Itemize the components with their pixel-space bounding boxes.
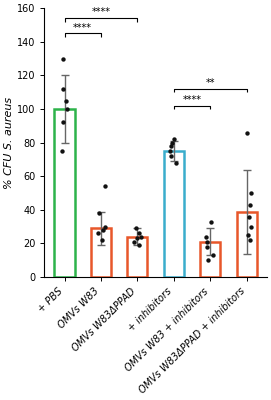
Point — [103, 224, 107, 230]
Point — [170, 140, 175, 146]
Point — [103, 183, 107, 190]
Point — [169, 153, 173, 159]
Point — [137, 230, 141, 237]
Bar — [54, 109, 75, 277]
Text: ****: **** — [73, 22, 92, 32]
Point — [101, 227, 105, 233]
Text: **: ** — [206, 78, 215, 88]
Point — [100, 237, 104, 243]
Point — [64, 98, 68, 104]
Point — [134, 225, 138, 232]
Point — [247, 214, 251, 220]
Point — [248, 237, 252, 243]
Point — [61, 86, 66, 92]
Point — [211, 252, 215, 258]
Point — [169, 143, 173, 149]
Point — [137, 242, 141, 248]
Text: ****: **** — [183, 95, 202, 105]
Text: ****: **** — [92, 8, 111, 18]
Point — [60, 148, 64, 154]
Point — [174, 160, 178, 166]
Point — [249, 224, 253, 230]
Y-axis label: % CFU S. aureus: % CFU S. aureus — [4, 96, 14, 189]
Bar — [237, 212, 257, 277]
Point — [168, 148, 172, 154]
Point — [139, 234, 143, 240]
Point — [246, 232, 250, 238]
Point — [65, 106, 69, 112]
Bar — [164, 151, 184, 277]
Point — [206, 257, 210, 264]
Point — [249, 190, 253, 196]
Bar — [127, 237, 147, 277]
Point — [205, 244, 209, 250]
Bar — [200, 242, 220, 277]
Point — [248, 202, 252, 208]
Point — [204, 234, 209, 240]
Bar — [91, 228, 111, 277]
Point — [245, 129, 249, 136]
Point — [96, 230, 100, 237]
Point — [131, 239, 136, 245]
Point — [61, 55, 65, 62]
Point — [209, 218, 214, 225]
Point — [61, 119, 65, 126]
Point — [96, 210, 101, 216]
Point — [135, 235, 139, 242]
Point — [171, 136, 176, 142]
Point — [205, 239, 209, 245]
